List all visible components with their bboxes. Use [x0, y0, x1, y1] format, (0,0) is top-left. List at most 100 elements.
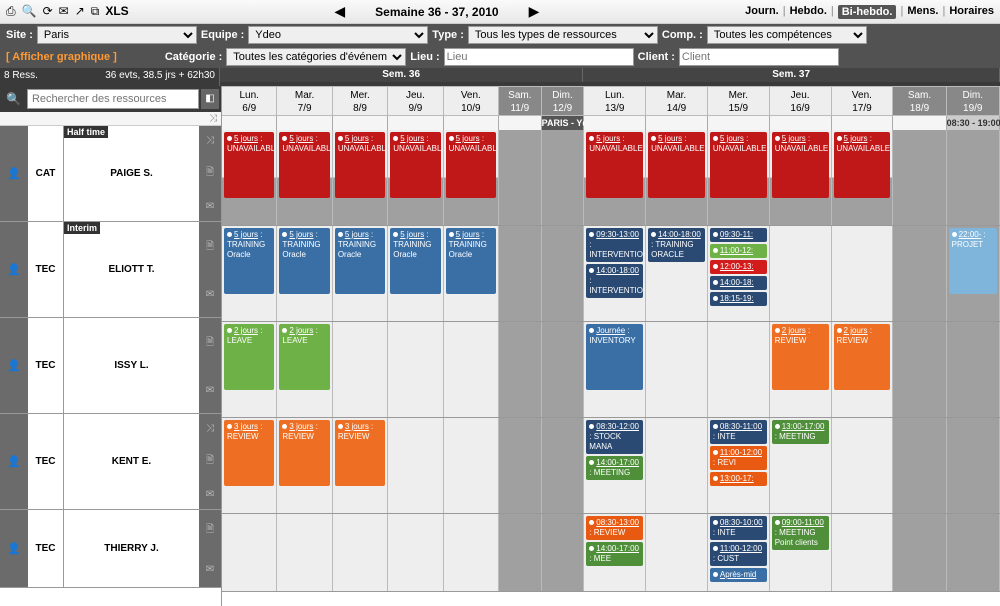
- event[interactable]: 3 jours : REVIEW: [224, 420, 274, 486]
- day-cell[interactable]: [770, 226, 832, 321]
- day-cell[interactable]: [646, 514, 708, 591]
- day-cell[interactable]: [444, 418, 499, 513]
- day-cell[interactable]: Journée : INVENTORY: [584, 322, 646, 417]
- equipe-select[interactable]: Ydeo: [248, 26, 428, 44]
- doc-icon[interactable]: 🗎: [206, 239, 214, 256]
- name-cell[interactable]: InterimELIOTT T.: [64, 222, 199, 317]
- view-bi-hebdo.[interactable]: Bi-hebdo.: [838, 5, 897, 19]
- prev-arrow-icon[interactable]: ◀: [334, 3, 345, 20]
- person-icon[interactable]: 👤: [7, 167, 21, 180]
- day-cell[interactable]: [708, 322, 770, 417]
- day-cell[interactable]: [542, 226, 585, 321]
- mail-icon[interactable]: ✉: [206, 201, 214, 212]
- day-cell[interactable]: 3 jours : REVIEW: [333, 418, 388, 513]
- name-cell[interactable]: ISSY L.: [64, 318, 199, 413]
- event[interactable]: 5 jours : TRAINING Oracle: [446, 228, 496, 294]
- categorie-select[interactable]: Toutes les catégories d'événements: [226, 48, 406, 66]
- name-cell[interactable]: Half timePAIGE S.: [64, 126, 199, 221]
- event[interactable]: 12:00-13:: [710, 260, 767, 274]
- day-cell[interactable]: 09:30-11:11:00-12:12:00-13:14:00-18:18:1…: [708, 226, 770, 321]
- filter-toggle-icon[interactable]: ◧: [201, 89, 219, 109]
- day-header-cell[interactable]: Jeu.9/9: [388, 86, 443, 116]
- day-cell[interactable]: 5 jours : UNAVAILABLE: [832, 130, 894, 225]
- day-cell[interactable]: 5 jours : TRAINING Oracle: [277, 226, 332, 321]
- event[interactable]: 14:00-17:00 : MEE: [586, 542, 643, 566]
- day-header-cell[interactable]: Dim.12/9: [542, 86, 585, 116]
- event[interactable]: 09:30-13:00 : INTERVENTIO: [586, 228, 643, 262]
- day-cell[interactable]: 13:00-17:00 : MEETING: [770, 418, 832, 513]
- view-hebdo.[interactable]: Hebdo.: [790, 5, 827, 19]
- lieu-input[interactable]: [444, 48, 634, 66]
- day-cell[interactable]: 14:00-18:00 : TRAINING ORACLE: [646, 226, 708, 321]
- event[interactable]: 11:00-12:00 : REVI: [710, 446, 767, 470]
- view-journ.[interactable]: Journ.: [745, 5, 779, 19]
- day-header-cell[interactable]: Ven.10/9: [444, 86, 499, 116]
- site-select[interactable]: Paris: [37, 26, 197, 44]
- day-cell[interactable]: [947, 130, 1000, 225]
- event[interactable]: 22:00- : PROJET: [949, 228, 997, 294]
- day-cell[interactable]: 08:30-13:00 : REVIEW14:00-17:00 : MEE: [584, 514, 646, 591]
- event[interactable]: 3 jours : REVIEW: [335, 420, 385, 486]
- day-cell[interactable]: [542, 322, 585, 417]
- client-input[interactable]: [679, 48, 839, 66]
- name-cell[interactable]: KENT E.: [64, 414, 199, 509]
- day-cell[interactable]: 5 jours : UNAVAILABLE: [708, 130, 770, 225]
- event[interactable]: 5 jours : UNAVAILABLE: [834, 132, 891, 198]
- event[interactable]: 14:00-18:: [710, 276, 767, 290]
- event[interactable]: 5 jours : TRAINING Oracle: [279, 228, 329, 294]
- day-cell[interactable]: 3 jours : REVIEW: [222, 418, 277, 513]
- comp-select[interactable]: Toutes les compétences: [707, 26, 867, 44]
- view-mens.[interactable]: Mens.: [907, 5, 938, 19]
- day-cell[interactable]: 08:30-11:00 : INTE11:00-12:00 : REVI13:0…: [708, 418, 770, 513]
- event[interactable]: 5 jours : UNAVAILABLE: [446, 132, 496, 198]
- day-cell[interactable]: [947, 514, 1000, 591]
- xls-export[interactable]: XLS: [105, 4, 128, 19]
- event[interactable]: 08:30-11:00 : INTE: [710, 420, 767, 444]
- mail-icon[interactable]: ✉: [206, 289, 214, 300]
- mail-icon[interactable]: ✉: [206, 489, 214, 500]
- day-header-cell[interactable]: Jeu.16/9: [770, 86, 832, 116]
- search-icon[interactable]: 🔍: [22, 4, 37, 19]
- next-arrow-icon[interactable]: ▶: [529, 3, 540, 20]
- day-cell[interactable]: 5 jours : UNAVAILABLE: [444, 130, 499, 225]
- name-cell[interactable]: THIERRY J.: [64, 510, 199, 587]
- day-cell[interactable]: 5 jours : TRAINING Oracle: [444, 226, 499, 321]
- day-cell[interactable]: 5 jours : UNAVAILABLE: [584, 130, 646, 225]
- day-cell[interactable]: 5 jours : TRAINING Oracle: [333, 226, 388, 321]
- day-cell[interactable]: 2 jours : LEAVE: [222, 322, 277, 417]
- day-cell[interactable]: [222, 514, 277, 591]
- day-cell[interactable]: [388, 322, 443, 417]
- day-cell[interactable]: [444, 322, 499, 417]
- shuffle-icon[interactable]: ⤨: [209, 113, 217, 124]
- day-cell[interactable]: 09:30-13:00 : INTERVENTIO14:00-18:00 : I…: [584, 226, 646, 321]
- event[interactable]: 5 jours : UNAVAILABLE: [390, 132, 440, 198]
- event[interactable]: 5 jours : UNAVAILABLE: [279, 132, 329, 198]
- day-cell[interactable]: [542, 514, 585, 591]
- event[interactable]: 14:00-18:00 : INTERVENTIO: [586, 264, 643, 298]
- day-cell[interactable]: [893, 130, 946, 225]
- event[interactable]: 11:00-12:00 : CUST: [710, 542, 767, 566]
- day-header-cell[interactable]: Mar.14/9: [646, 86, 708, 116]
- day-cell[interactable]: 3 jours : REVIEW: [277, 418, 332, 513]
- event[interactable]: 5 jours : UNAVAILABLE: [224, 132, 274, 198]
- day-header-cell[interactable]: Lun.6/9: [222, 86, 277, 116]
- event[interactable]: 5 jours : TRAINING Oracle: [224, 228, 274, 294]
- day-header-cell[interactable]: Ven.17/9: [832, 86, 894, 116]
- day-cell[interactable]: [499, 226, 542, 321]
- mail-icon[interactable]: ✉: [206, 564, 214, 575]
- day-cell[interactable]: [947, 322, 1000, 417]
- event[interactable]: 5 jours : UNAVAILABLE: [648, 132, 705, 198]
- mail-icon[interactable]: ✉: [206, 385, 214, 396]
- event[interactable]: 08:30-10:00 : INTE: [710, 516, 767, 540]
- day-cell[interactable]: [388, 514, 443, 591]
- refresh-icon[interactable]: ⟳: [43, 4, 53, 19]
- event[interactable]: 14:00-18:00 : TRAINING ORACLE: [648, 228, 705, 262]
- event[interactable]: 2 jours : LEAVE: [224, 324, 274, 390]
- event[interactable]: 14:00-17:00 : MEETING: [586, 456, 643, 480]
- day-header-cell[interactable]: Dim.19/9: [947, 86, 1000, 116]
- event[interactable]: 3 jours : REVIEW: [279, 420, 329, 486]
- day-cell[interactable]: 2 jours : LEAVE: [277, 322, 332, 417]
- day-cell[interactable]: [277, 514, 332, 591]
- event[interactable]: 09:30-11:: [710, 228, 767, 242]
- day-cell[interactable]: [388, 418, 443, 513]
